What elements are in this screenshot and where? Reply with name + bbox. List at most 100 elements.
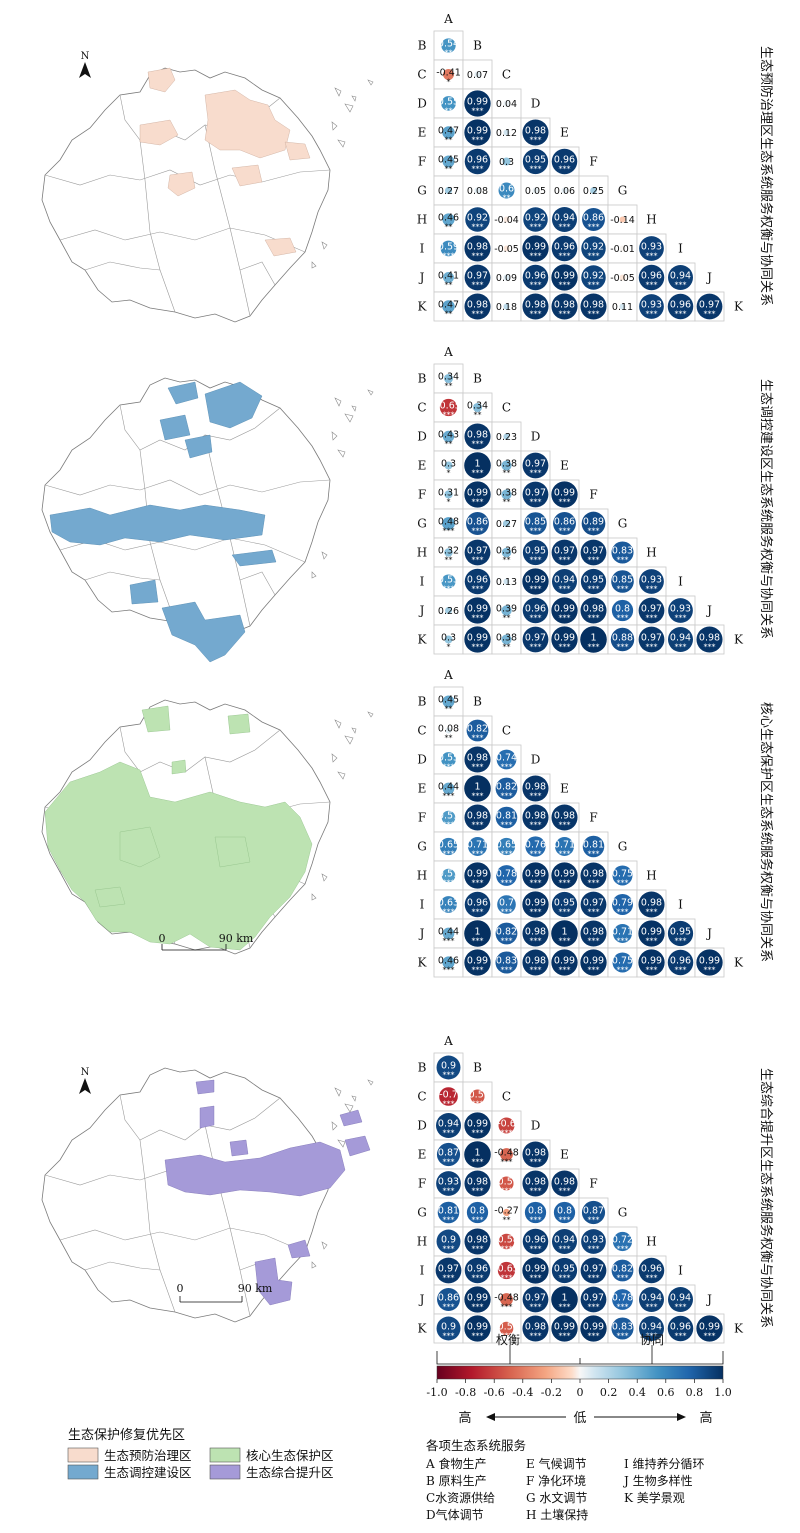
- corr-value: -0.7: [439, 1090, 458, 1101]
- panel-title: 生态调控建设区生态系统服务权衡与协同关系: [758, 379, 774, 639]
- corr-circle: [522, 920, 549, 947]
- significance-stars: ***: [704, 966, 716, 975]
- corr-value: 1: [474, 459, 480, 470]
- corr-value: 0.55: [438, 753, 459, 764]
- corr-circle: [619, 245, 626, 252]
- significance-stars: ***: [472, 440, 484, 449]
- corr-value: -0.6: [497, 1119, 516, 1130]
- col-label: K: [734, 956, 744, 970]
- corr-value: 0.98: [467, 242, 488, 253]
- corr-value: 0.98: [525, 1177, 546, 1188]
- row-label: J: [418, 927, 425, 941]
- corr-circle: [472, 402, 483, 413]
- significance-stars: ***: [530, 165, 542, 174]
- corr-value: 0.41: [438, 271, 459, 282]
- col-label: A: [443, 12, 453, 26]
- corr-value: 0.99: [467, 604, 488, 615]
- corr-circle: [532, 187, 539, 194]
- corr-circle: [522, 1257, 549, 1284]
- row-label: G: [417, 1206, 427, 1220]
- service-k: K 美学景观: [624, 1490, 685, 1505]
- corr-circle: [553, 1201, 576, 1224]
- corr-value: 0.96: [641, 1264, 662, 1275]
- corr-circle: [464, 1141, 491, 1168]
- corr-circle: [464, 1286, 491, 1313]
- col-label: A: [443, 345, 453, 359]
- significance-stars: ***: [646, 310, 658, 319]
- corr-value: 0.86: [554, 517, 575, 528]
- corr-circle: [551, 597, 578, 624]
- colorbar-tick-label: -0.2: [541, 1386, 562, 1399]
- significance-stars: ***: [443, 411, 455, 420]
- corr-circle: [464, 949, 491, 976]
- corr-circle: [638, 891, 665, 918]
- corr-circle: [522, 597, 549, 624]
- significance-stars: ***: [443, 850, 455, 859]
- corr-value: 0.83: [496, 956, 517, 967]
- corr-circle: [522, 568, 549, 595]
- corr-value: 1: [561, 1293, 567, 1304]
- col-label: C: [502, 724, 511, 738]
- corr-value: 0.99: [525, 242, 546, 253]
- significance-stars: *: [447, 498, 451, 507]
- significance-stars: **: [503, 1216, 511, 1225]
- high-left-label: 高: [458, 1410, 471, 1426]
- significance-stars: ***: [501, 821, 513, 830]
- corr-value: 0.83: [612, 1322, 633, 1333]
- significance-stars: ***: [472, 1187, 484, 1196]
- corr-value: 0.46: [438, 213, 459, 224]
- significance-stars: **: [445, 382, 453, 391]
- significance-stars: ***: [588, 252, 600, 261]
- corr-value: 0.86: [467, 517, 488, 528]
- corr-circle: [497, 1261, 516, 1280]
- corr-circle: [445, 607, 452, 614]
- significance-stars: ***: [559, 252, 571, 261]
- significance-stars: ***: [443, 1071, 455, 1080]
- corr-circle: [444, 186, 453, 195]
- map-regulation-zone: [41, 377, 374, 663]
- corr-value: 0.95: [554, 1264, 575, 1275]
- corr-value: 0.44: [438, 782, 459, 793]
- significance-stars: ***: [675, 310, 687, 319]
- corr-value: 0.82: [496, 782, 517, 793]
- corr-value: 0.86: [583, 213, 604, 224]
- significance-stars: ***: [501, 850, 513, 859]
- corr-value: 0.34: [438, 372, 459, 383]
- core-protection-zone-label: 核心生态保护区: [246, 1448, 334, 1463]
- corr-value: 0.97: [525, 459, 546, 470]
- corr-circle: [551, 1170, 578, 1197]
- corr-circle: [464, 568, 491, 595]
- regulation-zone-swatch: [67, 1464, 99, 1480]
- corr-value: 0.99: [467, 956, 488, 967]
- corr-value: 0.11: [612, 302, 633, 313]
- significance-stars: ***: [588, 281, 600, 290]
- corr-value: 0.85: [525, 517, 546, 528]
- significance-stars: *: [447, 78, 451, 87]
- significance-stars: ***: [675, 937, 687, 946]
- corr-value: 0.97: [699, 300, 720, 311]
- significance-stars: ***: [559, 223, 571, 232]
- significance-stars: ***: [646, 1332, 658, 1341]
- cell: [433, 831, 464, 862]
- significance-stars: ***: [501, 1158, 513, 1167]
- col-label: E: [560, 126, 569, 140]
- corr-value: 0.99: [583, 1322, 604, 1333]
- corr-value: 0.94: [670, 271, 691, 282]
- significance-stars: ***: [530, 1158, 542, 1167]
- integrated-upgrade-zone-label: 生态综合提升区: [246, 1465, 334, 1480]
- corr-circle: [551, 862, 578, 889]
- corr-value: 0.38: [496, 488, 517, 499]
- significance-stars: ***: [501, 879, 513, 888]
- corr-value: 0.09: [496, 273, 517, 284]
- colorbar-ticks: -1.0 -0.8 -0.6 -0.4 -0.2 0 0.2 0.4 0.6 0.8 1.0: [426, 1379, 732, 1399]
- significance-stars: ***: [501, 937, 513, 946]
- corr-value: 0.93: [641, 242, 662, 253]
- colorbar-gradient: [436, 1365, 724, 1380]
- significance-stars: ***: [472, 556, 484, 565]
- corr-value: -0.05: [610, 273, 635, 284]
- significance-stars: ***: [530, 527, 542, 536]
- corr-value: -0.48: [494, 1293, 519, 1304]
- corr-circle: [464, 235, 491, 262]
- corr-circle: [442, 782, 455, 795]
- row-label: C: [417, 68, 426, 82]
